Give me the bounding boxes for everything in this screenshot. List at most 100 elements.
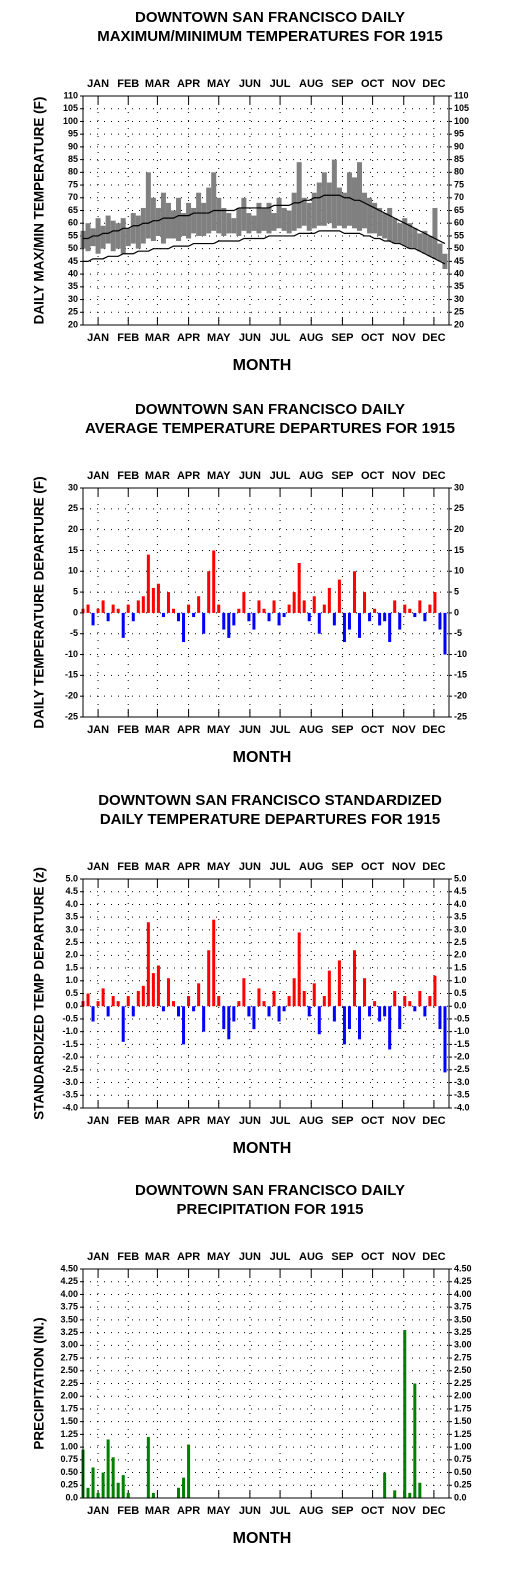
y-tick-label: 105 <box>63 103 78 113</box>
y-tick-label-right: 2.75 <box>454 1352 472 1362</box>
range-bar <box>296 162 302 229</box>
month-label-bottom: MAR <box>145 724 170 736</box>
bar <box>322 604 326 613</box>
y-tick-label-right: 3.00 <box>454 1340 472 1350</box>
bar <box>413 612 417 618</box>
month-label-bottom: JUN <box>239 724 261 736</box>
bar <box>111 996 115 1007</box>
range-bar <box>236 207 242 236</box>
month-label-top: SEP <box>331 470 353 482</box>
month-label-top: DEC <box>422 78 445 90</box>
range-bar <box>336 187 342 226</box>
bar <box>247 1006 251 1017</box>
bar <box>91 1467 95 1498</box>
y-tick-label: -4.0 <box>62 1102 78 1112</box>
y-tick-label: 75 <box>68 179 78 189</box>
y-tick-label-right: 0.75 <box>454 1454 472 1464</box>
y-tick-label: 60 <box>68 218 78 228</box>
month-label-bottom: OCT <box>361 724 385 736</box>
range-bar <box>85 223 91 252</box>
range-bar <box>186 202 192 239</box>
y-tick-label-right: 0.50 <box>454 1467 472 1477</box>
bar <box>378 612 382 626</box>
y-axis-title: PRECIPITATION (IN.) <box>32 1317 47 1449</box>
bar <box>242 592 246 613</box>
y-tick-label-right: 25 <box>454 307 464 317</box>
y-tick-label: -25 <box>65 711 78 721</box>
month-label-bottom: SEP <box>331 724 353 736</box>
range-bar <box>120 218 126 254</box>
month-label-top: JAN <box>87 78 109 90</box>
month-label-top: APR <box>177 470 200 482</box>
bar <box>177 612 181 622</box>
y-tick-label: 65 <box>68 205 78 215</box>
bar <box>262 1001 266 1007</box>
y-tick-label: -1.5 <box>62 1039 78 1049</box>
y-tick-label: 1.5 <box>65 962 78 972</box>
bar <box>101 988 105 1007</box>
month-label-bottom: APR <box>177 1115 200 1127</box>
bar <box>403 996 407 1007</box>
bar <box>101 600 105 613</box>
month-label-bottom: SEP <box>331 1115 353 1127</box>
bar <box>352 571 356 613</box>
month-label-top: SEP <box>331 78 353 90</box>
month-label-bottom: MAY <box>207 724 231 736</box>
bar <box>327 970 331 1007</box>
bar <box>408 1001 412 1007</box>
y-tick-label: -3.0 <box>62 1077 78 1087</box>
range-bar <box>206 187 212 234</box>
y-tick-label-right: 30 <box>454 482 464 492</box>
y-tick-label-right: 85 <box>454 154 464 164</box>
y-tick-label-right: 0.0 <box>454 1492 467 1502</box>
y-tick-label-right: 80 <box>454 167 464 177</box>
range-bar <box>422 230 428 254</box>
bar <box>131 612 135 622</box>
y-tick-label: 5 <box>73 586 78 596</box>
y-tick-label-right: -5 <box>454 628 462 638</box>
month-label-top: JAN <box>87 1251 109 1263</box>
range-bar <box>246 213 252 234</box>
month-label-top: MAR <box>145 861 170 873</box>
month-label-top: JUL <box>270 78 291 90</box>
chart-title: DOWNTOWN SAN FRANCISCO DAILY <box>135 401 405 418</box>
bar <box>438 612 442 630</box>
bar <box>352 950 356 1007</box>
bar <box>297 932 301 1007</box>
y-tick-label: 0 <box>73 607 78 617</box>
month-label-bottom: APR <box>177 724 200 736</box>
y-tick-label: 0.0 <box>65 1492 78 1502</box>
bar <box>388 1006 392 1050</box>
plot-frame <box>82 487 450 718</box>
bar <box>136 990 140 1007</box>
bar <box>358 612 362 638</box>
month-label-bottom: AUG <box>299 1505 323 1517</box>
y-tick-label-right: -2.5 <box>454 1064 470 1074</box>
bar <box>237 608 241 613</box>
y-tick-label: 30 <box>68 482 78 492</box>
range-bar <box>211 172 217 231</box>
range-bar <box>176 197 182 242</box>
bar <box>277 612 281 626</box>
bar <box>197 596 201 613</box>
bar <box>252 1006 256 1030</box>
range-bar <box>241 197 247 231</box>
month-label-top: JUL <box>270 1251 291 1263</box>
y-tick-label: 3.00 <box>60 1340 78 1350</box>
y-tick-label-right: 1.25 <box>454 1429 472 1439</box>
chart-title: DOWNTOWN SAN FRANCISCO DAILY <box>135 9 405 26</box>
bar <box>403 604 407 613</box>
bar <box>227 1006 231 1040</box>
month-label-top: JUL <box>270 861 291 873</box>
y-tick-label-right: -20 <box>454 691 467 701</box>
y-tick-label-right: 60 <box>454 218 464 228</box>
bar <box>433 975 437 1007</box>
chart-title: DAILY TEMPERATURE DEPARTURES FOR 1915 <box>100 811 440 828</box>
bar <box>368 1006 372 1017</box>
month-label-bottom: MAY <box>207 1505 231 1517</box>
range-bar <box>341 192 347 229</box>
y-tick-label-right: 100 <box>454 116 469 126</box>
month-label-bottom: JUL <box>270 1115 291 1127</box>
bar <box>292 978 296 1007</box>
